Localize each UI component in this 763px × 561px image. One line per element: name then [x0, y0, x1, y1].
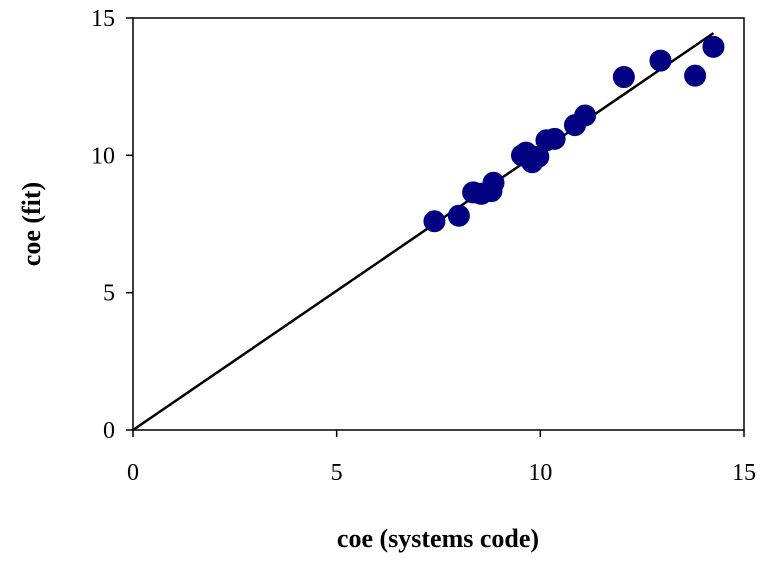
y-axis-title: coe (fit) [17, 182, 46, 266]
x-axis-title: coe (systems code) [337, 524, 539, 553]
fit-line [132, 32, 715, 432]
x-tick-label: 10 [528, 460, 552, 486]
y-tick-label: 0 [103, 418, 115, 444]
x-tick-label: 15 [732, 460, 756, 486]
x-tick-label: 0 [127, 460, 139, 486]
y-tick-label: 5 [103, 281, 115, 307]
x-tick-label: 5 [331, 460, 343, 486]
plot-frame [132, 17, 745, 431]
data-point [482, 171, 505, 194]
data-point [423, 210, 446, 233]
data-point [684, 64, 707, 87]
data-point [612, 66, 635, 89]
data-point [574, 104, 597, 127]
data-point [543, 127, 566, 150]
data-point [702, 35, 725, 58]
data-point [649, 49, 672, 72]
y-tick-label: 15 [91, 6, 115, 32]
data-point [447, 204, 470, 227]
plot-area: 0 5 10 15 0 5 10 15 [91, 6, 756, 486]
y-tick-label: 10 [91, 143, 115, 169]
